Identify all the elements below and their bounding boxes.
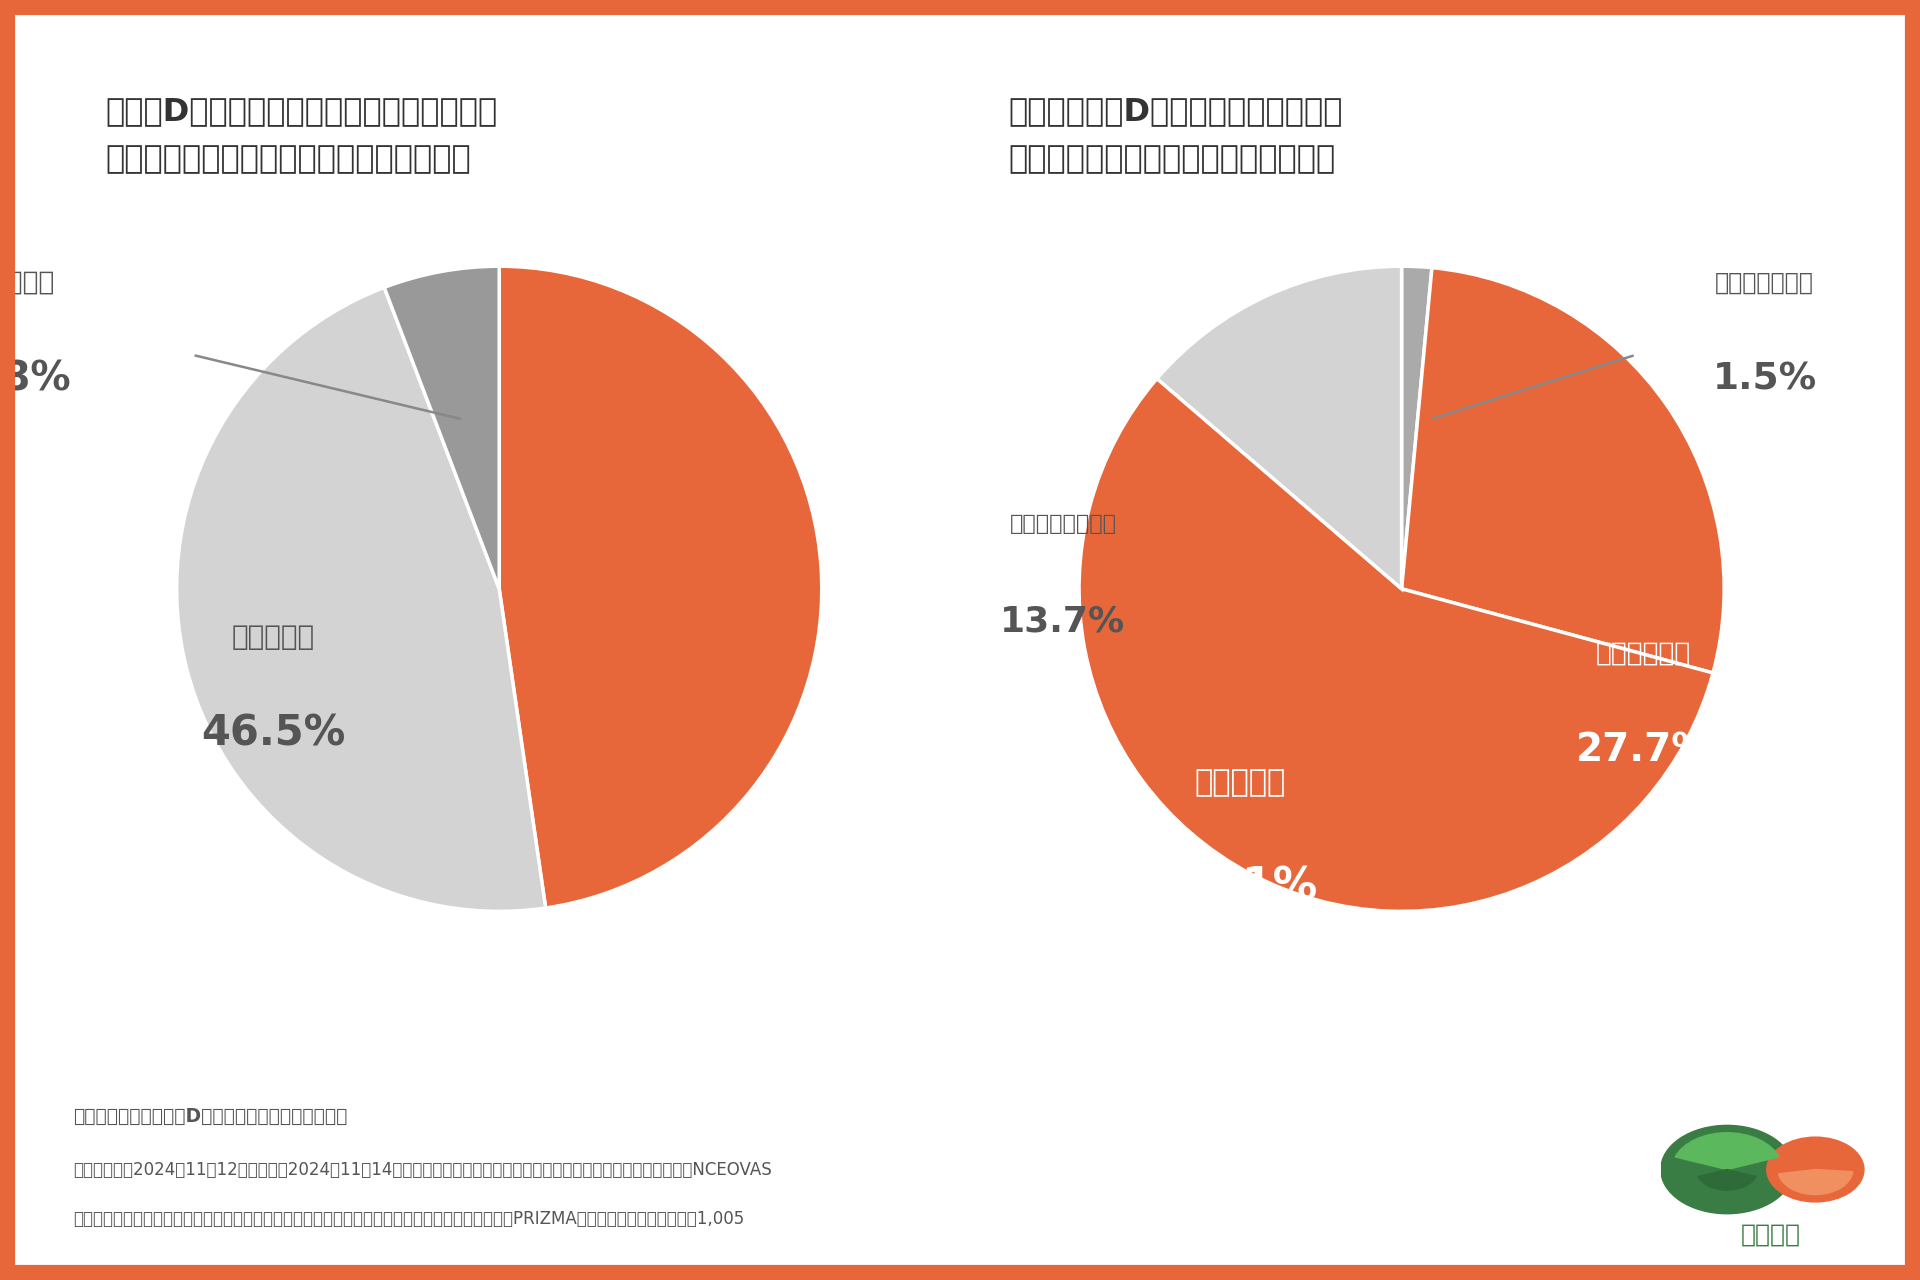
Text: 頻度で摂取するのが最適だと思いますか？: 頻度で摂取するのが最適だと思いますか？ — [106, 145, 470, 175]
Text: ことはどの程度難しいと思いますか？: ことはどの程度難しいと思いますか？ — [1008, 145, 1334, 175]
Text: 週１～２回: 週１～２回 — [0, 269, 56, 296]
Text: ・調査期間：2024年11月12日（火）～2024年11月14日（木）　・調査方法：インターネット調査　　・調査元：株式会NCEOVAS: ・調査期間：2024年11月12日（火）～2024年11月14日（木） ・調査方… — [73, 1161, 772, 1179]
Text: ビタミD不足を防ぐためには、どのくらいの: ビタミD不足を防ぐためには、どのくらいの — [106, 96, 497, 127]
Wedge shape — [499, 266, 822, 908]
Text: 毎日: 毎日 — [303, 1121, 342, 1153]
Text: あまり難しくない: あまり難しくない — [1010, 515, 1116, 534]
Text: 週３～４回: 週３～４回 — [232, 623, 315, 652]
Wedge shape — [1778, 1170, 1853, 1194]
Wedge shape — [1079, 379, 1713, 911]
Text: 《調査概要：「ビタミD不足と食事」に関する調査》: 《調査概要：「ビタミD不足と食事」に関する調査》 — [73, 1107, 348, 1126]
Text: 27.7%: 27.7% — [1576, 731, 1711, 769]
Text: 全く難しくない: 全く難しくない — [1715, 270, 1814, 294]
Wedge shape — [1674, 1133, 1780, 1170]
Text: とても難しい: とても難しい — [1596, 640, 1692, 667]
Text: 13.7%: 13.7% — [1000, 604, 1125, 637]
Text: ・調査対象：調査回答時に医師（眼科医を除く）であると回答したモニター　・モニター提供元：PRIZMAリサーチ　　・調査人数：1,005: ・調査対象：調査回答時に医師（眼科医を除く）であると回答したモニター ・モニター… — [73, 1210, 745, 1228]
Circle shape — [1661, 1125, 1793, 1213]
Text: 1.5%: 1.5% — [1713, 361, 1816, 397]
Text: 47.7%: 47.7% — [242, 1228, 401, 1272]
Wedge shape — [1697, 1170, 1757, 1190]
Wedge shape — [1402, 268, 1724, 673]
Text: もりのわ: もりのわ — [1741, 1222, 1801, 1247]
Text: 5.8%: 5.8% — [0, 360, 71, 399]
Text: やや難しい: やや難しい — [1194, 768, 1286, 797]
Wedge shape — [384, 266, 499, 589]
Text: 57.1%: 57.1% — [1164, 865, 1317, 909]
Wedge shape — [1158, 266, 1402, 589]
Text: 46.5%: 46.5% — [202, 713, 346, 755]
Wedge shape — [177, 288, 545, 911]
Wedge shape — [1402, 266, 1432, 589]
Text: 必要なビタミDを、普段の食事で補う: 必要なビタミDを、普段の食事で補う — [1008, 96, 1342, 127]
Circle shape — [1766, 1137, 1864, 1202]
